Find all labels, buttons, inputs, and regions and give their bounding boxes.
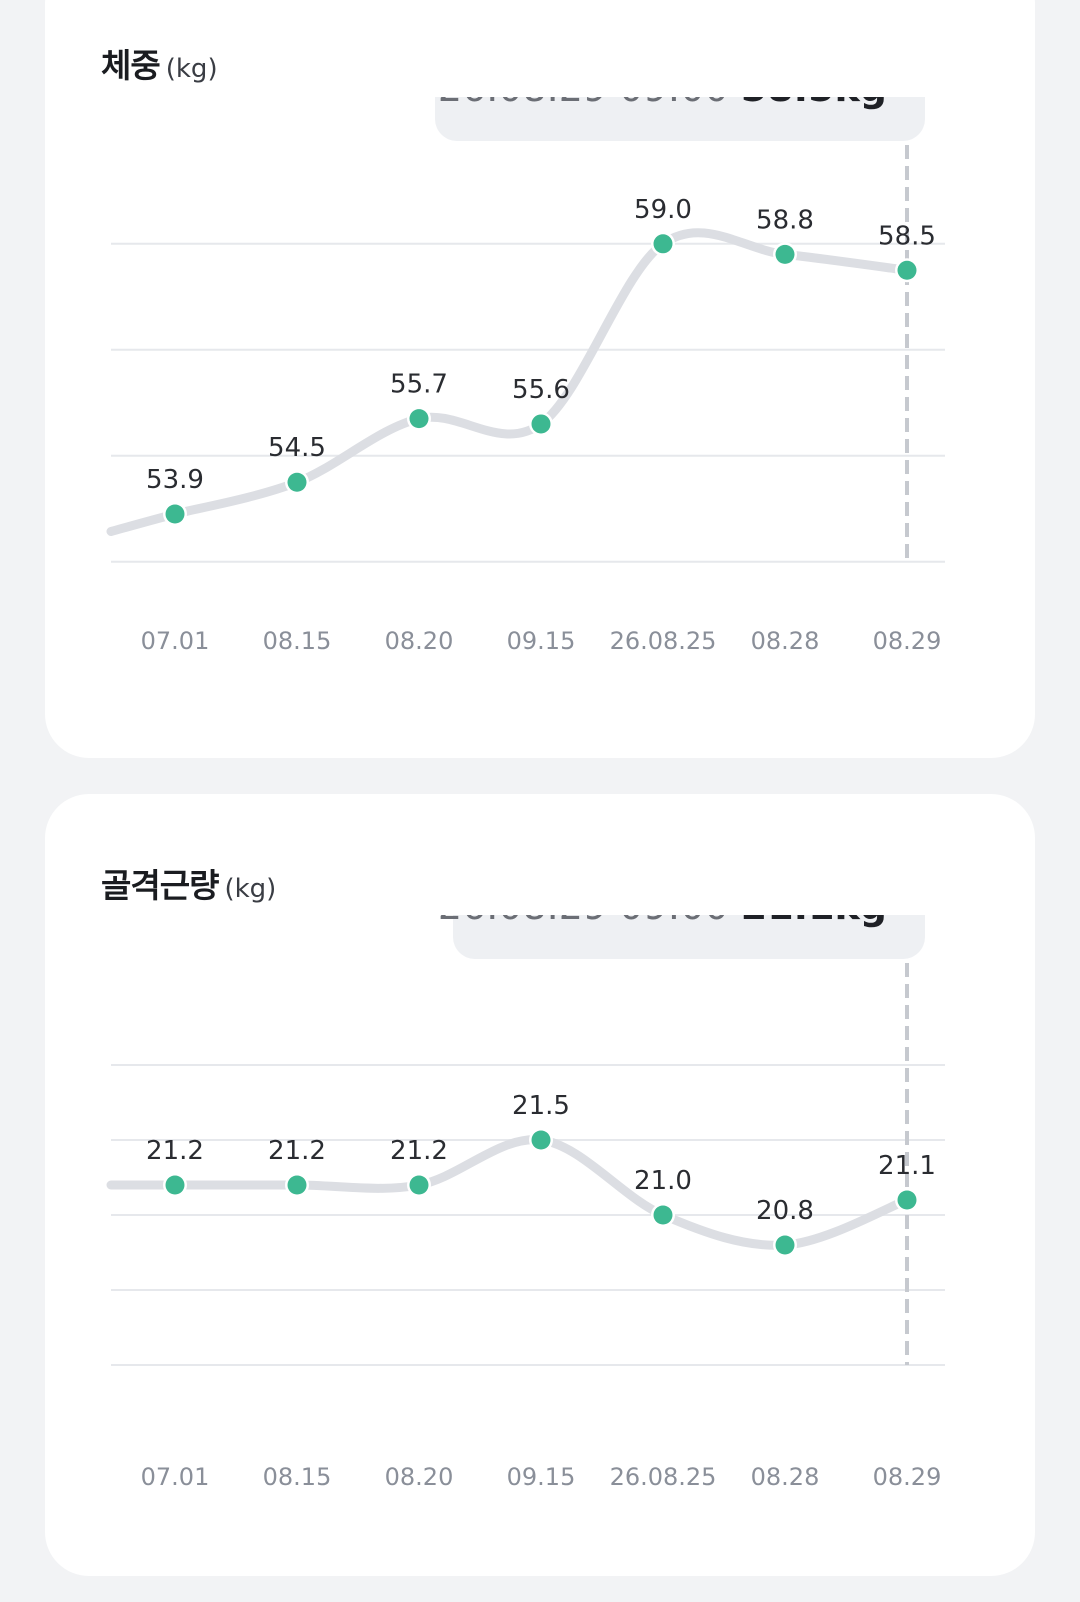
data-label: 59.0 [634,195,692,225]
data-point[interactable] [775,244,795,264]
tooltip-value: 21.1kg [741,915,887,928]
muscle-chart[interactable]: 26.08.29 09:00 21.1kg 21.2 21.2 21.2 21.5 21.… [45,915,1035,1515]
data-label: 55.6 [512,375,570,405]
tooltip-date: 26.08.29 09:00 [438,915,741,928]
x-tick-label: 08.20 [385,1463,454,1491]
muscle-card: 골격근량(kg) 26.08.29 09:00 21.1kg 21.2 21.2 21… [45,794,1035,1576]
tooltip-box [453,915,925,959]
x-tick-label: 09.15 [507,1463,576,1491]
data-point[interactable] [531,1130,551,1150]
data-point[interactable] [897,1190,917,1210]
muscle-title-text: 골격근량 [101,866,219,905]
data-label: 21.2 [268,1136,326,1166]
data-label: 20.8 [756,1196,814,1226]
data-label: 21.0 [634,1166,692,1196]
data-point[interactable] [165,504,185,524]
data-point[interactable] [653,1205,673,1225]
data-point[interactable] [409,409,429,429]
x-tick-label: 07.01 [141,1463,210,1491]
x-tick-label: 07.01 [141,627,210,655]
weight-chart[interactable]: 26.08.29 09:00 58.5kg 53.9 54.5 55.7 55.6 59.… [45,97,1035,697]
x-tick-label: 08.15 [263,627,332,655]
data-label: 21.1 [878,1151,936,1181]
weight-card: 체중(kg) 26.08.29 09:00 58.5kg 53.9 54.5 55.7… [45,0,1035,758]
data-point[interactable] [897,260,917,280]
tooltip-date: 26.08.29 09:00 [438,97,741,110]
x-tick-label: 09.15 [507,627,576,655]
data-label: 58.8 [756,205,814,235]
weight-unit: (kg) [165,54,218,84]
data-point[interactable] [287,1175,307,1195]
x-tick-label: 26.08.25 [610,627,717,655]
tooltip-value: 58.5kg [741,97,887,110]
tooltip-box [435,97,925,141]
x-tick-label: 08.28 [751,1463,820,1491]
data-label: 21.5 [512,1091,570,1121]
data-point[interactable] [287,472,307,492]
data-label: 21.2 [146,1136,204,1166]
data-label: 21.2 [390,1136,448,1166]
data-point[interactable] [531,414,551,434]
tooltip-text: 26.08.29 09:00 58.5kg [438,97,887,110]
tooltip: 26.08.29 09:00 58.5kg [435,97,925,141]
x-tick-label: 08.29 [873,1463,942,1491]
data-point[interactable] [653,234,673,254]
muscle-title: 골격근량 (kg) [101,859,276,907]
x-tick-label: 08.20 [385,627,454,655]
weight-title-text: 체중 [101,46,161,85]
muscle-unit: (kg) [224,874,277,904]
x-tick-label: 08.28 [751,627,820,655]
data-point[interactable] [775,1235,795,1255]
data-label: 55.7 [390,370,448,400]
x-tick-label: 08.15 [263,1463,332,1491]
tooltip: 26.08.29 09:00 21.1kg [438,915,925,959]
data-label: 54.5 [268,433,326,463]
x-tick-label: 08.29 [873,627,942,655]
tooltip-text: 26.08.29 09:00 21.1kg [438,915,887,928]
weight-title: 체중 (kg) [101,39,218,87]
data-point[interactable] [165,1175,185,1195]
data-point[interactable] [409,1175,429,1195]
series-line [170,228,912,519]
x-tick-label: 26.08.25 [610,1463,717,1491]
data-label: 53.9 [146,465,204,495]
data-label: 58.5 [878,221,936,251]
